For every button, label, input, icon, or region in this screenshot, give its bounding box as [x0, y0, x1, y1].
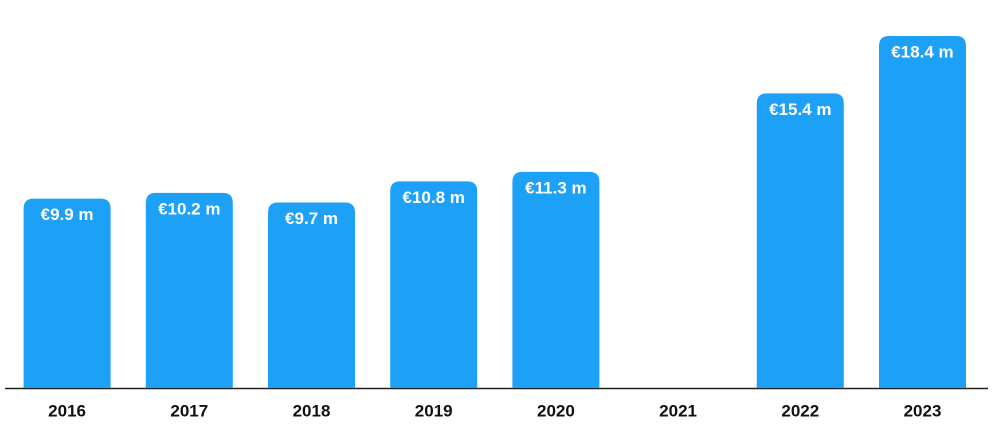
value-label: €18.4 m [891, 42, 953, 61]
value-label: €15.4 m [769, 100, 831, 119]
bar [145, 192, 233, 388]
bar [23, 198, 111, 388]
bar [268, 202, 355, 388]
value-label: €10.2 m [158, 199, 220, 218]
x-tick-label: 2016 [48, 401, 86, 420]
x-tick-label: 2023 [904, 401, 942, 420]
value-label: €9.7 m [285, 209, 338, 228]
x-tick-label: 2017 [170, 401, 208, 420]
bar [756, 93, 844, 388]
value-label: €9.9 m [41, 205, 94, 224]
x-tick-label: 2019 [415, 401, 453, 420]
bar [390, 181, 478, 388]
x-tick-label: 2020 [537, 401, 575, 420]
value-label: €11.3 m [525, 178, 586, 197]
value-label: €10.8 m [403, 188, 465, 207]
bar [512, 171, 600, 388]
bar [879, 36, 966, 389]
x-tick-label: 2018 [293, 401, 331, 420]
x-tick-label: 2022 [781, 401, 819, 420]
x-tick-label: 2021 [659, 401, 697, 420]
